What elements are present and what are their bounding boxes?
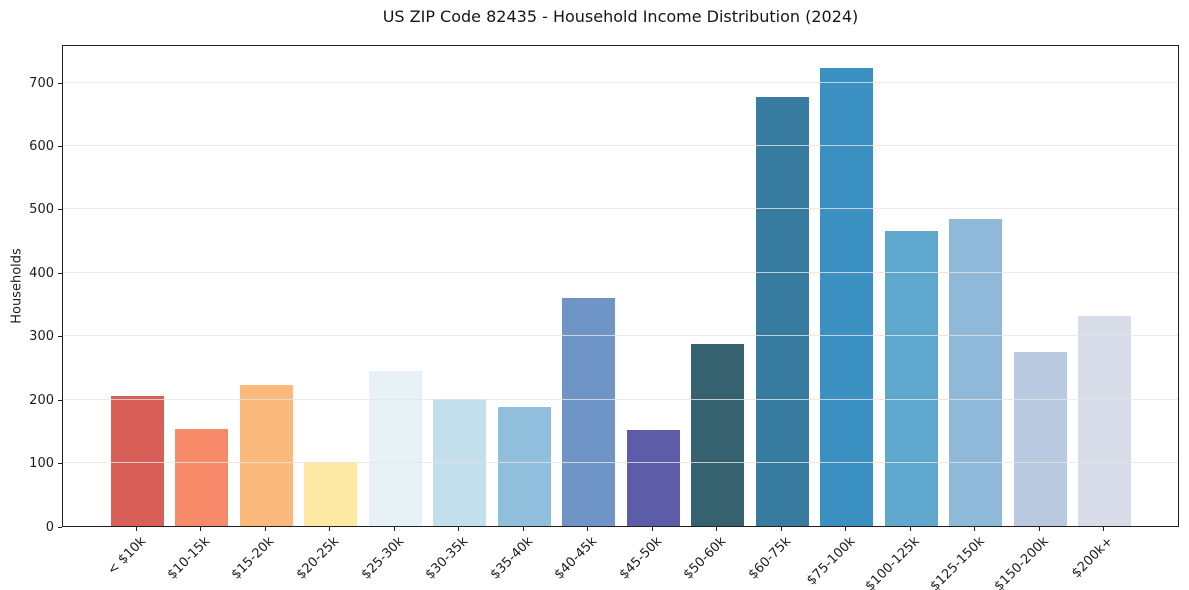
x-tick-mark (393, 527, 395, 531)
bar-60-75k (755, 97, 809, 526)
x-tick-mark (974, 527, 976, 531)
y-tick-label: 0 (45, 519, 54, 535)
gridline-y100 (63, 462, 1178, 464)
y-tick-mark (58, 209, 62, 211)
y-tick-mark (58, 526, 62, 528)
bar-15-20k (239, 385, 293, 526)
x-tick-label: $45-50k (616, 534, 665, 583)
x-tick-mark (135, 527, 137, 531)
x-tick-mark (264, 527, 266, 531)
y-tick-mark (58, 272, 62, 274)
x-tick-label: $150-200k (991, 534, 1053, 590)
x-tick-label: $100-125k (862, 534, 923, 590)
y-tick-mark (58, 336, 62, 338)
x-tick-label: $200k+ (1069, 534, 1117, 582)
x-tick-mark (458, 527, 460, 531)
bar-10-15k (175, 429, 229, 526)
bar-50-60k (691, 344, 745, 526)
x-tick-mark (329, 527, 331, 531)
bar-200k (1078, 316, 1132, 526)
y-tick-label: 700 (29, 75, 54, 91)
x-tick-label: $10-15k (164, 534, 214, 583)
x-tick-label: $40-45k (551, 534, 601, 583)
bar-40-45k (562, 297, 616, 526)
gridline-y300 (63, 335, 1178, 337)
bar-150-200k (1013, 352, 1067, 526)
y-tick-label: 100 (29, 456, 54, 472)
y-tick-label: 400 (29, 265, 54, 281)
y-tick-label: 200 (29, 392, 54, 408)
bar-75-100k (820, 67, 874, 526)
y-tick-label: 600 (29, 138, 54, 154)
x-tick-label: $60-75k (745, 534, 794, 583)
x-tick-mark (716, 527, 718, 531)
y-tick-mark (58, 145, 62, 147)
bar-45-50k (626, 430, 680, 526)
x-tick-mark (845, 527, 847, 531)
y-tick-label: 500 (29, 202, 54, 218)
x-tick-label: < $10k (104, 534, 149, 579)
x-tick-mark (522, 527, 524, 531)
y-tick-mark (58, 399, 62, 401)
bar-35-40k (497, 406, 551, 526)
y-tick-label: 300 (29, 329, 54, 345)
gridline-y200 (63, 398, 1178, 400)
x-tick-label: $75-100k (804, 534, 859, 589)
x-tick-mark (651, 527, 653, 531)
bar-125-150k (949, 219, 1003, 526)
x-tick-mark (1103, 527, 1105, 531)
y-tick-mark (58, 82, 62, 84)
x-tick-label: $125-150k (927, 534, 988, 590)
y-tick-mark (58, 463, 62, 465)
x-tick-mark (780, 527, 782, 531)
x-tick-label: $50-60k (680, 534, 730, 583)
x-tick-label: $30-35k (422, 534, 472, 583)
bar-10k (110, 396, 164, 526)
x-tick-label: $20-25k (293, 534, 343, 583)
chart-title: US ZIP Code 82435 - Household Income Dis… (382, 7, 859, 26)
x-tick-mark (200, 527, 202, 531)
bar-20-25k (304, 461, 358, 526)
bar-25-30k (368, 370, 422, 526)
gridline-y500 (63, 208, 1178, 210)
x-tick-mark (909, 527, 911, 531)
x-tick-mark (1038, 527, 1040, 531)
x-tick-mark (587, 527, 589, 531)
gridline-y600 (63, 144, 1178, 146)
gridline-y700 (63, 81, 1178, 83)
plot-area (62, 45, 1179, 527)
bar-100-125k (884, 231, 938, 526)
x-tick-label: $35-40k (487, 534, 536, 583)
y-axis-label: Households (9, 248, 25, 324)
x-tick-label: $15-20k (229, 534, 278, 583)
gridline-y400 (63, 271, 1178, 273)
x-tick-label: $25-30k (358, 534, 407, 583)
